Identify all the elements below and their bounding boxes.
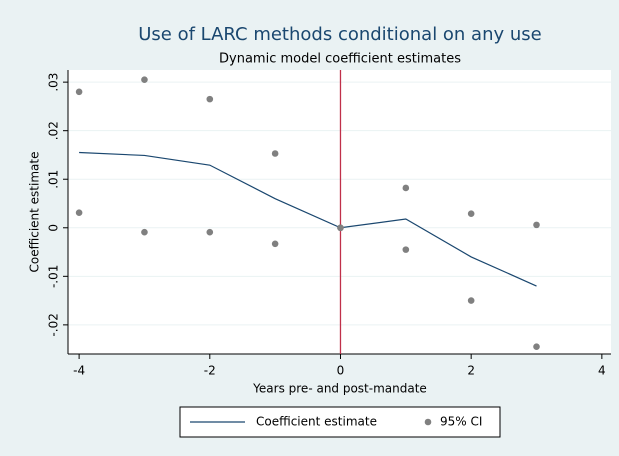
ci-point: [467, 210, 475, 217]
legend-label: 95% CI: [440, 415, 482, 429]
ci-point: [206, 95, 214, 103]
chart-title: Use of LARC methods conditional on any u…: [138, 24, 541, 45]
ci-point: [75, 209, 83, 217]
x-tick-label: -2: [204, 364, 216, 378]
y-tick-label: .02: [47, 121, 61, 140]
y-axis-label: Coefficient estimate: [28, 152, 42, 273]
ci-point: [337, 224, 344, 232]
ci-point: [467, 297, 475, 304]
x-tick-label: 2: [467, 364, 475, 378]
y-tick-label: .01: [47, 170, 61, 189]
x-tick-label: 0: [337, 364, 345, 378]
ci-point: [402, 184, 410, 192]
ci-point: [206, 228, 214, 236]
legend-marker: [424, 418, 432, 426]
y-tick-label: -.01: [47, 265, 61, 288]
legend-label: Coefficient estimate: [256, 415, 377, 429]
estimate-line: [79, 151, 537, 287]
x-tick-label: -4: [73, 364, 85, 378]
y-tick-label: -.02: [47, 313, 61, 336]
y-tick-label: 0: [47, 224, 61, 232]
x-axis-label: Years pre- and post-mandate: [252, 382, 427, 396]
ci-point: [75, 88, 83, 96]
ci-point: [533, 221, 540, 229]
chart-subtitle: Dynamic model coefficient estimates: [219, 52, 461, 67]
ci-point: [271, 150, 279, 157]
ci-point: [141, 76, 148, 84]
ci-point: [402, 246, 410, 253]
x-tick-label: 4: [598, 364, 606, 378]
ci-point: [533, 343, 540, 351]
ci-point: [141, 228, 148, 236]
plot-area: [68, 70, 611, 354]
y-tick-label: .03: [47, 73, 61, 92]
ci-point: [271, 240, 279, 248]
